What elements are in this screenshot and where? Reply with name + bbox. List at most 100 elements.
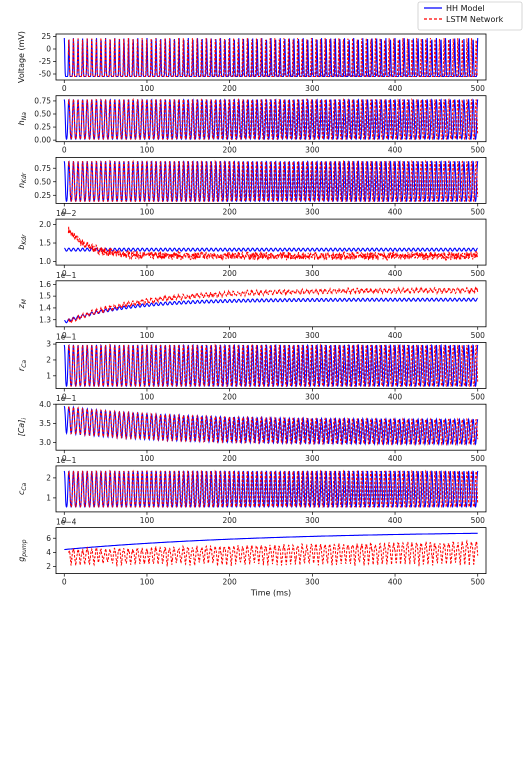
x-tick-label: 100 <box>140 454 155 463</box>
y-axis-label: zM <box>17 298 28 309</box>
axes-frame <box>55 280 487 328</box>
x-tick-label: 500 <box>471 393 486 402</box>
x-tick-label: 200 <box>222 578 237 587</box>
series-hh-model <box>63 344 479 388</box>
x-tick-label: 400 <box>388 207 403 216</box>
y-tick-label: 0.50 <box>34 110 51 119</box>
y-tick-label: 1.5 <box>39 239 51 248</box>
axis-multiplier: 1e−1 <box>56 271 77 280</box>
axes-frame <box>55 403 487 451</box>
axis-multiplier: 1e−1 <box>56 394 77 403</box>
axes-frame <box>55 95 487 143</box>
y-tick-label: 4.0 <box>39 400 51 409</box>
panel-8: 1 2 0 100 200 300 400 500 1e−1 cCa <box>17 456 487 525</box>
y-tick-label: 2 <box>46 356 51 365</box>
x-tick-label: 200 <box>222 331 237 340</box>
legend-label: HH Model <box>446 4 485 13</box>
y-tick-label: 1.5 <box>39 292 51 301</box>
y-axis-label: cCa <box>17 482 28 495</box>
y-tick-label: 2 <box>46 474 51 483</box>
x-tick-label: 300 <box>305 269 320 278</box>
y-axis-label: [Ca]i <box>17 418 28 437</box>
y-axis-label: hNa <box>17 112 28 126</box>
y-tick-label: 0.75 <box>34 164 51 173</box>
x-tick-label: 100 <box>140 331 155 340</box>
y-tick-label: 1.6 <box>39 280 51 289</box>
axes-frame <box>55 465 487 513</box>
series-lstm-network <box>67 159 479 203</box>
axis-multiplier: 1e−1 <box>56 456 77 465</box>
panel-6: 1 2 3 0 100 200 300 400 500 1e−1 rCa <box>17 333 487 402</box>
y-tick-label: 3.5 <box>39 419 51 428</box>
x-tick-label: 300 <box>305 578 320 587</box>
series-lstm-network <box>67 286 479 325</box>
y-tick-label: 0.25 <box>34 123 51 132</box>
x-tick-label: 0 <box>62 269 67 278</box>
x-tick-label: 0 <box>62 146 67 155</box>
y-tick-label: 0 <box>46 45 51 54</box>
x-axis-label: Time (ms) <box>250 589 291 598</box>
x-tick-label: 400 <box>388 269 403 278</box>
x-tick-label: 0 <box>62 578 67 587</box>
y-tick-label: 3.0 <box>39 438 51 447</box>
x-tick-label: 400 <box>388 578 403 587</box>
x-tick-label: 400 <box>388 84 403 93</box>
series-lstm-network <box>67 539 479 567</box>
legend-label: LSTM Network <box>446 15 504 24</box>
x-tick-label: 100 <box>140 393 155 402</box>
x-tick-label: 200 <box>222 454 237 463</box>
series-lstm-network <box>67 97 479 141</box>
y-axis-label: gpump <box>17 539 28 562</box>
y-tick-label: 0.00 <box>34 136 51 145</box>
x-tick-label: 500 <box>471 269 486 278</box>
x-tick-label: 300 <box>305 146 320 155</box>
axes-frame <box>55 156 487 204</box>
x-tick-label: 300 <box>305 331 320 340</box>
x-tick-label: 400 <box>388 393 403 402</box>
x-tick-label: 400 <box>388 146 403 155</box>
series-hh-model <box>64 532 478 551</box>
x-tick-label: 500 <box>471 84 486 93</box>
x-tick-label: 100 <box>140 84 155 93</box>
y-tick-label: 1 <box>46 371 51 380</box>
panel-1: 25 0 -25 -50 0 100 200 300 400 500 Voltage (mV) <box>17 31 487 93</box>
x-tick-label: 100 <box>140 207 155 216</box>
x-tick-label: 100 <box>140 516 155 525</box>
x-tick-label: 500 <box>471 207 486 216</box>
x-tick-label: 0 <box>62 516 67 525</box>
panel-5: 1.3 1.4 1.5 1.6 0 100 200 300 400 500 1e−1 zM <box>17 271 487 340</box>
x-tick-label: 200 <box>222 269 237 278</box>
axes-frame <box>55 527 487 574</box>
axis-multiplier: 1e−2 <box>56 209 77 218</box>
x-tick-label: 0 <box>62 84 67 93</box>
x-tick-label: 300 <box>305 393 320 402</box>
series-lstm-network <box>67 469 479 508</box>
x-tick-label: 200 <box>222 516 237 525</box>
y-tick-label: 4 <box>46 548 51 557</box>
x-tick-label: 300 <box>305 516 320 525</box>
x-tick-label: 400 <box>388 331 403 340</box>
panel-7: 3.0 3.5 4.0 0 100 200 300 400 500 1e−1 [Ca]i <box>17 394 487 463</box>
panel-9: 2 4 6 0 100 200 300 400 500 1e−4 gpump <box>17 518 487 587</box>
axes-frame <box>55 342 487 389</box>
x-tick-label: 200 <box>222 146 237 155</box>
x-tick-label: 100 <box>140 578 155 587</box>
y-tick-label: 1.3 <box>39 315 51 324</box>
x-tick-label: 500 <box>471 578 486 587</box>
series-lstm-network <box>67 405 479 447</box>
x-tick-label: 0 <box>62 393 67 402</box>
axis-multiplier: 1e−1 <box>56 333 77 342</box>
legend: HH Model LSTM Network <box>417 1 523 31</box>
y-tick-label: 1.4 <box>39 304 51 313</box>
x-tick-label: 100 <box>140 269 155 278</box>
legend-box <box>417 1 523 31</box>
x-tick-label: 500 <box>471 516 486 525</box>
y-axis-label: rCa <box>17 360 28 371</box>
series-lstm-network <box>67 37 478 77</box>
y-tick-label: 2.0 <box>39 220 51 229</box>
x-tick-label: 300 <box>305 454 320 463</box>
x-tick-label: 200 <box>222 207 237 216</box>
x-tick-label: 200 <box>222 393 237 402</box>
y-tick-label: 0.25 <box>34 191 51 200</box>
